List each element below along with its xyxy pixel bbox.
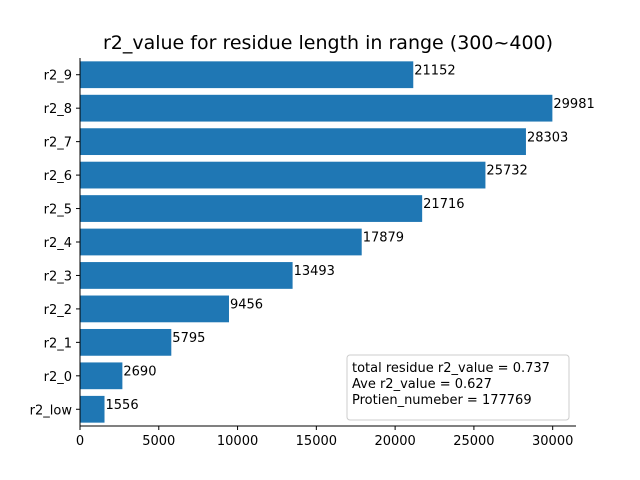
value-labels-group: 1556 2690 5795 9456 13493 17879 21716 25732 2830… <box>106 63 595 413</box>
x-tick-label-5000: 5000 <box>142 434 175 449</box>
value-label-r2_5: 21716 <box>423 197 464 212</box>
value-label-r2_2: 9456 <box>230 298 263 313</box>
bar-r2_1 <box>80 328 172 356</box>
annotation-box: total residue r2_value = 0.737 Ave r2_va… <box>346 354 570 421</box>
y-tick-label-r2_4: r2_4 <box>44 236 72 251</box>
bars-group <box>80 61 553 423</box>
x-tick-label-15000: 15000 <box>296 434 337 449</box>
value-label-r2_9: 21152 <box>414 63 455 78</box>
value-label-r2_4: 17879 <box>363 231 404 246</box>
value-label-r2_1: 5795 <box>172 331 205 346</box>
annotation-line-protein-count: Protien_numeber = 177769 <box>352 393 532 408</box>
y-tick-label-r2_0: r2_0 <box>44 370 72 385</box>
chart-title: r2_value for residue length in range (30… <box>103 32 553 54</box>
x-tick-label-10000: 10000 <box>217 434 258 449</box>
y-tick-label-r2_2: r2_2 <box>44 303 72 318</box>
annotation-line-average: Ave r2_value = 0.627 <box>352 377 492 392</box>
x-tick-label-25000: 25000 <box>453 434 494 449</box>
annotation-box-frame <box>346 354 570 421</box>
bar-r2_2 <box>80 295 229 323</box>
bar-r2_8 <box>80 94 553 122</box>
y-tick-label-r2_9: r2_9 <box>44 69 72 84</box>
value-label-r2_3: 13493 <box>294 264 335 279</box>
value-label-r2_6: 25732 <box>486 164 527 179</box>
bar-r2_4 <box>80 228 362 256</box>
bar-r2_5 <box>80 195 423 222</box>
bar-r2_3 <box>80 262 293 289</box>
y-tick-label-r2_6: r2_6 <box>44 169 72 184</box>
y-tick-label-r2_1: r2_1 <box>44 336 72 351</box>
x-tick-label-20000: 20000 <box>374 434 415 449</box>
value-label-r2_7: 28303 <box>527 130 568 145</box>
y-axis-ticks: r2_low r2_0 r2_1 r2_2 r2_3 r2_4 r2_5 r2_6 r2_7 r2… <box>30 69 80 418</box>
y-tick-label-r2_low: r2_low <box>30 403 73 418</box>
x-axis-ticks: 0 5000 10000 15000 20000 25000 30000 <box>76 426 573 449</box>
x-tick-label-30000: 30000 <box>532 434 573 449</box>
y-tick-label-r2_3: r2_3 <box>44 269 72 284</box>
bar-r2_9 <box>80 61 414 89</box>
y-tick-label-r2_5: r2_5 <box>44 203 72 218</box>
bar-r2_low <box>80 395 105 423</box>
bar-r2_0 <box>80 362 123 390</box>
y-tick-label-r2_7: r2_7 <box>44 136 72 151</box>
x-tick-label-0: 0 <box>76 434 84 449</box>
y-tick-label-r2_8: r2_8 <box>44 102 72 117</box>
value-label-r2_0: 2690 <box>123 364 156 379</box>
value-label-r2_low: 1556 <box>106 398 139 413</box>
annotation-line-total: total residue r2_value = 0.737 <box>352 361 550 376</box>
bar-r2_7 <box>80 128 526 156</box>
value-label-r2_8: 29981 <box>553 97 594 112</box>
bar-r2_6 <box>80 161 486 189</box>
